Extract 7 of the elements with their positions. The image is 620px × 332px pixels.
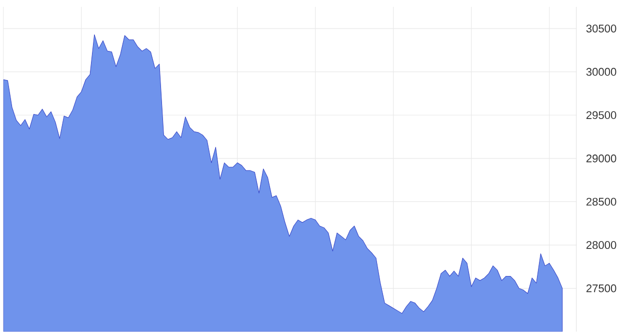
y-tick-label: 27500 [586, 284, 616, 292]
y-tick-label: 28000 [586, 241, 616, 249]
y-tick-label: 29500 [586, 111, 616, 120]
y-tick-label: 30500 [586, 24, 616, 33]
y-tick-label: 28500 [586, 198, 616, 206]
y-tick-label: 30000 [586, 68, 616, 76]
y-tick-label: 29000 [586, 154, 616, 162]
